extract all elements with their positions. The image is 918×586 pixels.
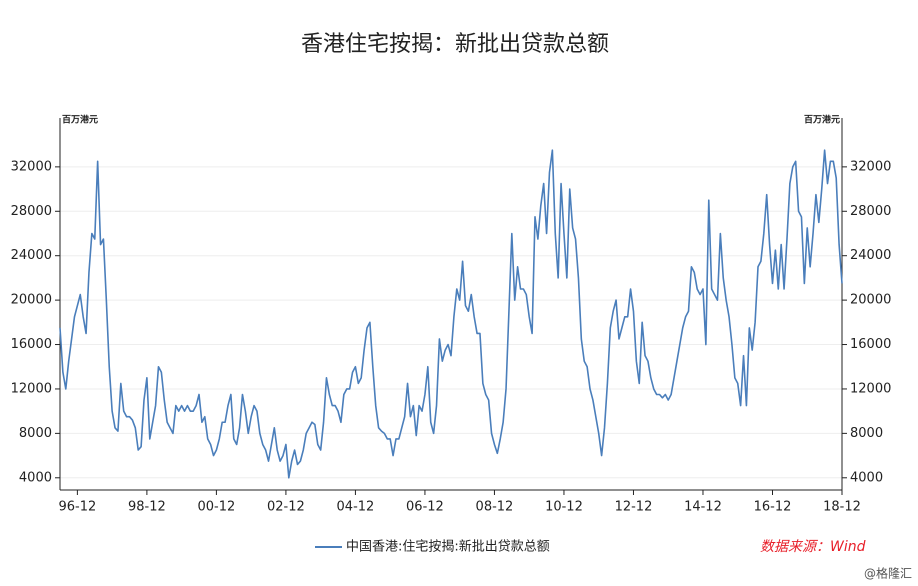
y2-tick-label: 4000 [850, 470, 883, 485]
x-tick-label: 06-12 [406, 500, 444, 515]
x-tick-label: 04-12 [337, 500, 375, 515]
y2-tick-label: 16000 [850, 337, 891, 352]
y-tick-label: 24000 [11, 248, 52, 263]
x-tick-label: 02-12 [267, 500, 305, 515]
y2-tick-label: 28000 [850, 204, 891, 219]
legend-label: 中国香港:住宅按揭:新批出贷款总额 [346, 539, 550, 555]
x-tick-label: 14-12 [684, 500, 722, 515]
y-tick-label: 8000 [19, 426, 52, 441]
y2-tick-label: 20000 [850, 293, 891, 308]
x-tick-label: 16-12 [754, 500, 792, 515]
x-tick-label: 12-12 [615, 500, 653, 515]
x-tick-label: 98-12 [128, 500, 166, 515]
y-tick-label: 32000 [11, 159, 52, 174]
y2-tick-label: 12000 [850, 381, 891, 396]
y-tick-label: 12000 [11, 381, 52, 396]
watermark: @格隆汇 [864, 566, 912, 581]
y2-tick-label: 8000 [850, 426, 883, 441]
chart-title: 香港住宅按揭：新批出贷款总额 [301, 32, 609, 57]
x-tick-label: 96-12 [58, 500, 96, 515]
y2-tick-label: 24000 [850, 248, 891, 263]
y-tick-label: 28000 [11, 204, 52, 219]
series-line [59, 149, 843, 479]
x-tick-label: 00-12 [198, 500, 236, 515]
y-tick-label: 16000 [11, 337, 52, 352]
x-tick-label: 18-12 [823, 500, 861, 515]
y-unit: 百万港元 [62, 114, 98, 126]
y2-tick-label: 32000 [850, 159, 891, 174]
x-tick-label: 10-12 [545, 500, 583, 515]
y2-unit: 百万港元 [804, 114, 840, 126]
x-tick-label: 08-12 [476, 500, 514, 515]
y-tick-label: 20000 [11, 293, 52, 308]
y-tick-label: 4000 [19, 470, 52, 485]
source: 数据来源：Wind [760, 539, 866, 555]
